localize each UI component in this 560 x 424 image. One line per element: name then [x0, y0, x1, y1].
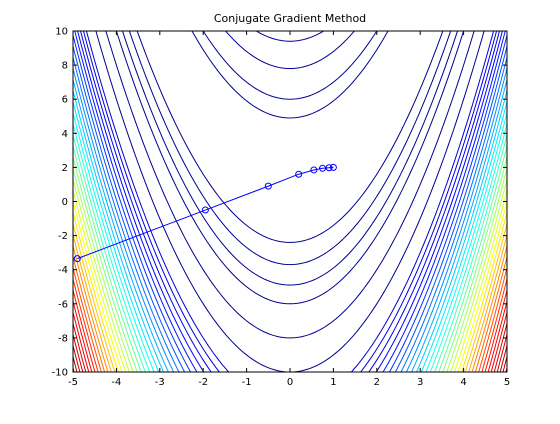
path-point [319, 164, 327, 172]
contour-line [191, 31, 389, 119]
path-point [310, 166, 318, 174]
contour-line [77, 31, 503, 372]
optimization-path [73, 163, 337, 263]
x-tick-label: -2 [198, 377, 208, 388]
contour-line [73, 35, 507, 372]
contour-line [128, 31, 452, 266]
contour-line [73, 267, 507, 372]
y-tick-label: 4 [62, 129, 68, 140]
x-tick-label: 3 [417, 377, 423, 388]
y-tick-label: 6 [62, 95, 68, 106]
contour-line [82, 31, 498, 372]
x-tick-label: -1 [242, 377, 252, 388]
contour-line [85, 31, 495, 372]
contour-line [73, 112, 507, 372]
contour-line [73, 312, 507, 372]
y-tick-label: -2 [58, 231, 68, 242]
contour-line [73, 79, 507, 372]
x-tick-label: -3 [155, 377, 165, 388]
y-tick-label: -6 [58, 299, 68, 310]
contour-line [74, 31, 506, 372]
contour-line [115, 31, 465, 305]
contour-line [73, 123, 507, 372]
contour-line [255, 31, 325, 42]
x-tick-label: 5 [504, 377, 510, 388]
y-tick-label: -8 [58, 333, 68, 344]
contour-line [105, 31, 475, 339]
path-point [329, 163, 337, 171]
y-tick-label: -4 [58, 265, 68, 276]
chart-title: Conjugate Gradient Method [214, 12, 366, 25]
y-tick-label: 10 [55, 27, 68, 38]
contour-layer [73, 31, 507, 372]
y-tick-label: 8 [62, 61, 68, 72]
contour-line [73, 90, 507, 372]
x-tick-label: 2 [374, 377, 380, 388]
contour-line [79, 31, 501, 372]
contour-line [73, 46, 507, 372]
contour-line [73, 57, 507, 372]
x-tick-label: 0 [287, 377, 293, 388]
path-line [77, 166, 334, 260]
contour-line [224, 31, 356, 70]
path-point [73, 255, 81, 263]
y-tick-label: 0 [62, 197, 68, 208]
x-tick-label: -4 [111, 377, 121, 388]
contour-line [73, 245, 507, 372]
path-point [325, 164, 333, 172]
contour-line [73, 101, 507, 372]
x-tick-label: 1 [330, 377, 336, 388]
contour-line [73, 68, 507, 372]
contour-line [73, 367, 507, 372]
contour-line [95, 31, 485, 372]
contour-line [73, 212, 507, 372]
path-point [264, 182, 272, 190]
path-point [201, 206, 209, 214]
path-point [295, 170, 303, 178]
y-tick-label: 2 [62, 163, 68, 174]
plot-frame [72, 30, 508, 373]
contour-line [121, 31, 459, 286]
x-tick-label: -5 [68, 377, 78, 388]
contour-line [73, 278, 507, 372]
contour-line [136, 31, 444, 243]
x-tick-label: 4 [460, 377, 466, 388]
y-tick-label: -10 [52, 368, 68, 379]
contour-line [202, 31, 378, 100]
